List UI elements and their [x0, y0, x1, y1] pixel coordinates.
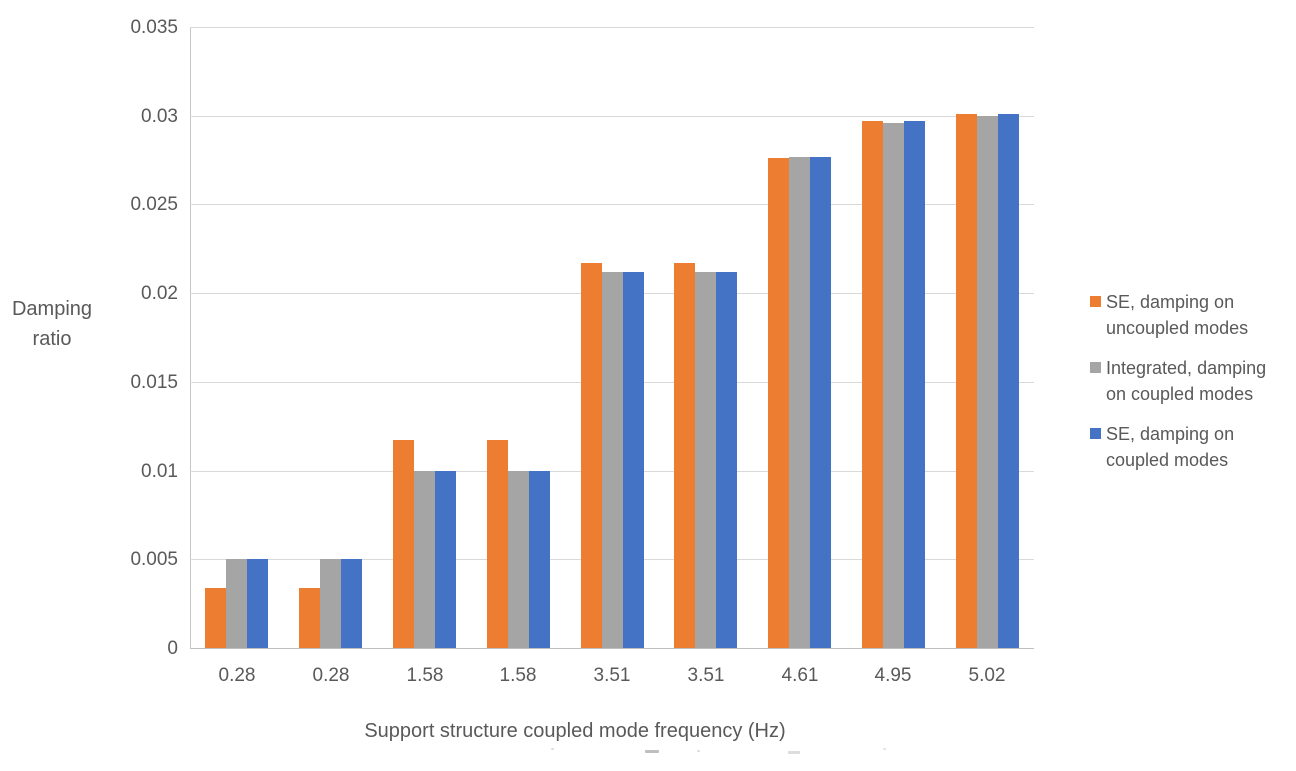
bar-3.51-series1: [581, 263, 602, 648]
cropped-text-artifact: [551, 748, 554, 750]
bar-5.02-series2: [977, 116, 998, 648]
cropped-text-artifact: [788, 751, 800, 754]
y-axis-title: Damping ratio: [4, 294, 100, 354]
legend-label-line: Integrated, damping: [1106, 358, 1267, 378]
x-tick-label: 1.58: [499, 665, 537, 686]
legend-label-line: coupled modes: [1106, 450, 1229, 470]
legend-swatch-icon: [1090, 296, 1101, 307]
legend-label-line: on coupled modes: [1106, 384, 1254, 404]
x-tick-label: 0.28: [218, 665, 256, 686]
bar-3.51-series3: [623, 272, 644, 648]
y-tick-label: 0.025: [130, 194, 178, 215]
legend-swatch-icon: [1090, 428, 1101, 439]
bar-0.28-series2: [320, 559, 341, 648]
y-tick-label: 0.03: [141, 106, 178, 127]
bar-4.61-series3: [810, 157, 831, 648]
legend-label-line: SE, damping on: [1106, 424, 1235, 444]
legend-swatch-icon: [1090, 362, 1101, 373]
bar-4.95-series2: [883, 123, 904, 648]
y-tick-label: 0.02: [141, 283, 178, 304]
gridline: [190, 204, 1034, 205]
legend-entry: SE, damping on uncoupled modes: [1090, 289, 1290, 341]
bar-1.58-series2: [414, 471, 435, 648]
bar-0.28-series1: [205, 588, 226, 648]
bar-4.61-series1: [768, 158, 789, 648]
bar-0.28-series3: [341, 559, 362, 648]
x-axis-title: Support structure coupled mode frequency…: [364, 720, 786, 742]
bar-0.28-series1: [299, 588, 320, 648]
x-tick-label: 3.51: [593, 665, 631, 686]
y-tick-label: 0.035: [130, 17, 178, 38]
x-tick-label: 3.51: [687, 665, 725, 686]
y-axis-title-line1: Damping: [11, 298, 93, 320]
bar-1.58-series3: [435, 471, 456, 648]
bar-1.58-series3: [529, 471, 550, 648]
bar-3.51-series1: [674, 263, 695, 648]
legend-label-line: uncoupled modes: [1106, 318, 1249, 338]
y-tick-label: 0.005: [130, 549, 178, 570]
bar-3.51-series2: [602, 272, 623, 648]
bar-4.95-series1: [862, 121, 883, 648]
legend-label: Integrated, damping on coupled modes: [1106, 355, 1266, 407]
x-tick-label: 5.02: [968, 665, 1006, 686]
cropped-text-artifact: [883, 748, 886, 750]
y-tick-label: 0.01: [141, 461, 178, 482]
bar-4.95-series3: [904, 121, 925, 648]
bar-1.58-series1: [393, 440, 414, 648]
cropped-text-artifact: [645, 750, 659, 753]
legend-entry: SE, damping on coupled modes: [1090, 421, 1290, 473]
x-tick-label: 0.28: [312, 665, 350, 686]
x-tick-label: 1.58: [406, 665, 444, 686]
cropped-text-artifact: [697, 750, 700, 752]
y-tick-label: 0: [167, 638, 178, 659]
bar-5.02-series3: [998, 114, 1019, 648]
bar-0.28-series3: [247, 559, 268, 648]
bar-3.51-series2: [695, 272, 716, 648]
y-tick-label: 0.015: [130, 372, 178, 393]
bar-4.61-series2: [789, 157, 810, 648]
gridline: [190, 27, 1034, 28]
bar-3.51-series3: [716, 272, 737, 648]
legend-entry: Integrated, damping on coupled modes: [1090, 355, 1290, 407]
bar-1.58-series2: [508, 471, 529, 648]
x-axis-baseline: [190, 648, 1034, 649]
x-tick-label: 4.61: [781, 665, 819, 686]
bar-1.58-series1: [487, 440, 508, 648]
y-axis-line: [190, 27, 191, 649]
bar-0.28-series2: [226, 559, 247, 648]
legend-label: SE, damping on uncoupled modes: [1106, 289, 1248, 341]
bar-5.02-series1: [956, 114, 977, 648]
gridline: [190, 116, 1034, 117]
legend-label-line: SE, damping on: [1106, 292, 1235, 312]
legend-label: SE, damping on coupled modes: [1106, 421, 1234, 473]
x-tick-label: 4.95: [874, 665, 912, 686]
y-axis-title-line2: ratio: [32, 328, 72, 350]
legend: SE, damping on uncoupled modes Integrated,…: [1090, 289, 1290, 487]
